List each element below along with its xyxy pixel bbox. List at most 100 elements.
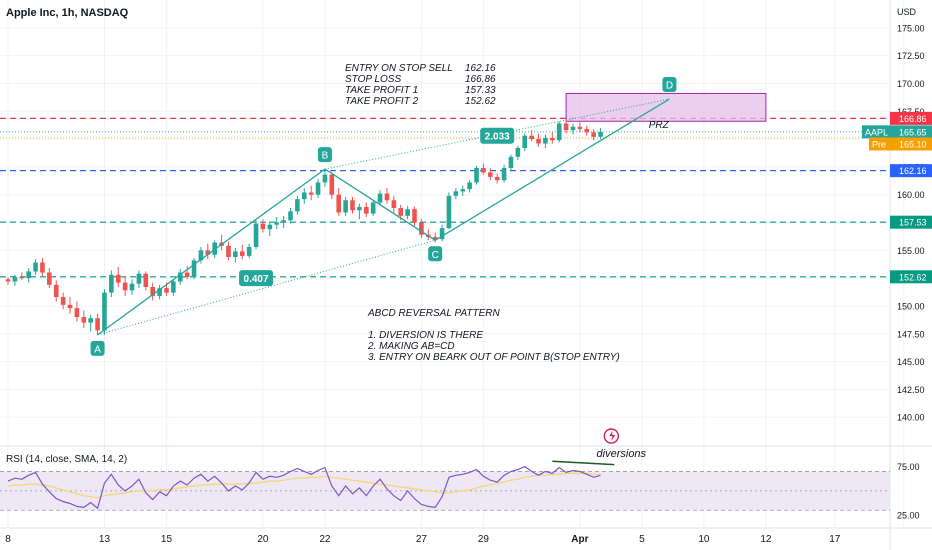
candle-body [419, 222, 424, 235]
level-tag-green: 157.53 [890, 215, 932, 229]
trade-plan-label: ENTRY ON STOP SELL [345, 63, 453, 74]
pattern-step: 3. ENTRY ON BEARK OUT OF POINT B(STOP EN… [368, 352, 620, 363]
candle [301, 188, 307, 204]
candle [377, 190, 383, 205]
candle-body [260, 223, 266, 230]
pattern-step: 2. MAKING AB=CD [367, 341, 455, 352]
candle [370, 200, 376, 216]
candle [563, 119, 569, 134]
candle-body [212, 242, 217, 255]
candle [115, 267, 121, 288]
candle-body [115, 274, 121, 283]
candle [494, 173, 500, 184]
level-tag-green-text: 157.53 [899, 218, 927, 228]
ratio-badge-bg [480, 127, 515, 144]
candle-body [357, 206, 362, 211]
candle-body [198, 250, 204, 261]
candle [295, 195, 300, 215]
divergence-label: diversions [597, 448, 647, 460]
candle-body [474, 167, 479, 183]
candle-body [47, 272, 52, 285]
candle [226, 241, 231, 261]
candle-body [60, 297, 66, 305]
candle [515, 145, 521, 161]
candle-body [129, 283, 135, 291]
candle [47, 268, 52, 289]
candle [60, 292, 66, 310]
trade-plan-value: 157.33 [465, 85, 496, 96]
candle-body [19, 277, 25, 279]
candle-body [81, 317, 87, 323]
date-tick-label: 22 [319, 534, 331, 545]
candle-body [481, 167, 486, 173]
candle [357, 203, 362, 220]
candle [205, 243, 211, 260]
price-tick-label: 160.00 [897, 190, 925, 200]
level-tag-red: 166.86 [890, 111, 932, 125]
trade-plan-value: 152.62 [465, 96, 496, 107]
candle [336, 188, 342, 216]
level-tag-red-text: 166.86 [899, 114, 927, 124]
date-tick-label: 20 [257, 534, 269, 545]
candle-body [308, 192, 314, 195]
candle [253, 220, 259, 250]
point-d: D [662, 77, 677, 93]
date-tick-label: 10 [698, 534, 710, 545]
candle [550, 132, 555, 144]
candle [239, 244, 245, 260]
ratio-badge-bg [239, 270, 274, 287]
candle-body [550, 137, 555, 141]
chart-title: Apple Inc, 1h, NASDAQ [6, 7, 129, 19]
candle-body [363, 206, 369, 214]
currency-label: USD [897, 7, 917, 17]
candle [150, 282, 155, 301]
candle [453, 188, 459, 200]
candle [40, 258, 45, 276]
point-b: B [317, 147, 332, 163]
candle-body [164, 288, 169, 293]
candle-body [40, 262, 45, 273]
candle [391, 195, 397, 213]
trade-plan-label: TAKE PROFIT 2 [345, 96, 419, 107]
candle-body [453, 191, 459, 196]
candle [260, 219, 266, 233]
candle-body [370, 202, 376, 214]
candle [33, 259, 38, 275]
candle-body [598, 131, 603, 137]
rsi-tick-label: 75.00 [897, 462, 920, 472]
candle [67, 297, 73, 314]
candle [439, 224, 445, 242]
price-axis[interactable]: 175.00172.50170.00167.50165.00162.50160.… [862, 23, 932, 521]
ratio-label: 2.033 [485, 132, 510, 143]
date-axis[interactable]: 8 13 15 20 22 27 29 Apr 5 10 12 17 [5, 534, 841, 545]
candle-body [150, 287, 155, 296]
candle [508, 154, 514, 172]
candle-body [322, 174, 328, 183]
pattern-leg [97, 168, 326, 336]
candle-body [315, 182, 321, 195]
candle-body [295, 199, 300, 212]
point-badge [428, 246, 443, 262]
point-label: C [432, 250, 439, 261]
notes: ENTRY ON STOP SELL 162.16 STOP LOSS 166.86 T… [345, 63, 620, 363]
pattern-step: 1. DIVERSION IS THERE [368, 330, 483, 341]
candle-body [191, 260, 197, 278]
candle-body [95, 318, 100, 331]
date-tick-label: 8 [5, 534, 11, 545]
point-badge [317, 147, 332, 163]
pre-price-text: 165.10 [899, 139, 927, 149]
candle [274, 216, 280, 230]
candle-body [336, 194, 342, 213]
level-tag-blue-text: 162.16 [899, 166, 927, 176]
ratio-label: 0.407 [244, 274, 269, 285]
price-tick-label: 155.00 [897, 246, 925, 256]
candle [577, 122, 583, 133]
price-tick-label: 172.50 [897, 51, 925, 61]
candle [5, 277, 11, 285]
trade-plan-value: 162.16 [465, 63, 496, 74]
point-c: C [428, 246, 443, 262]
candle-body [281, 220, 286, 223]
candle [412, 206, 417, 226]
